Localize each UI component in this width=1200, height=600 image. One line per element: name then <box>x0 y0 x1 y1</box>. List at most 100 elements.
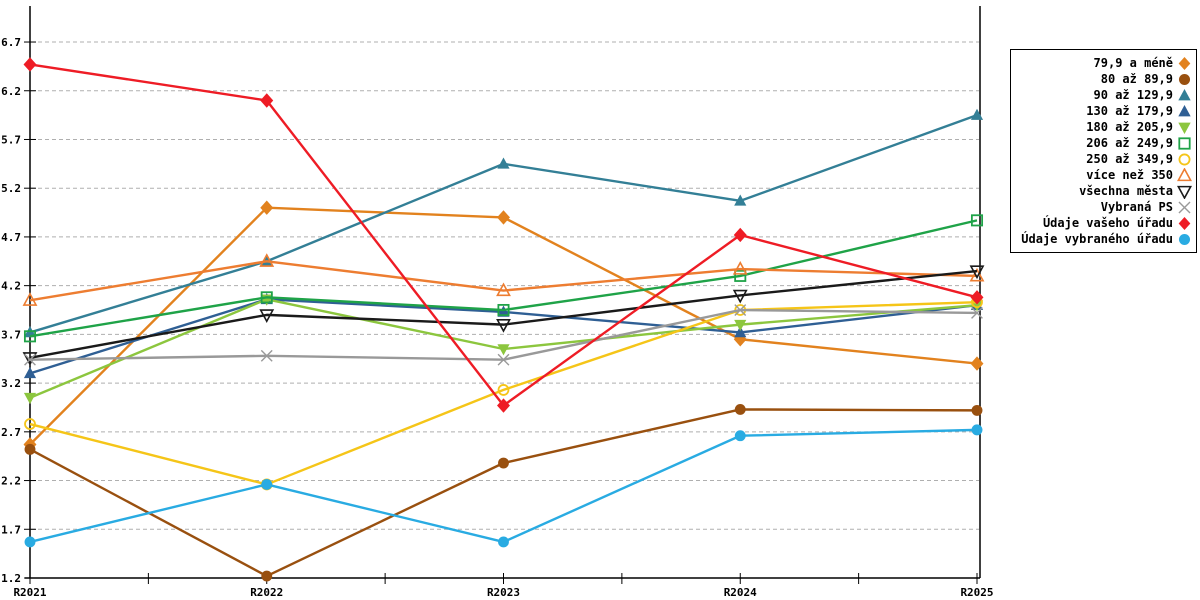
legend-item: Údaje vašeho úřadu <box>1015 215 1192 231</box>
y-tick-label: 1.2 <box>1 572 21 585</box>
square-open-icon <box>260 291 273 304</box>
legend-item: více než 350 <box>1015 167 1192 183</box>
triangle-up-filled-icon <box>497 157 510 169</box>
diamond-filled-icon <box>23 57 37 72</box>
triangle-up-filled-icon <box>970 108 984 120</box>
x-icon <box>24 353 36 366</box>
legend-item: 206 až 249,9 <box>1015 135 1192 151</box>
legend-label: 250 až 349,9 <box>1086 152 1173 166</box>
square-open-icon <box>497 303 510 317</box>
axes <box>24 6 981 584</box>
circle-open-icon <box>1178 153 1191 165</box>
axis-labels: 1.2 1.7 2.2 2.7 3.2 3.7 4.2 4.7 5.2 5.7 6.2 6.7 R202… <box>1 36 993 599</box>
circle-filled-icon <box>1178 233 1191 245</box>
circle-filled-icon <box>498 457 509 469</box>
triangle-up-open-icon <box>22 292 38 306</box>
triangle-up-filled-icon <box>1178 88 1191 100</box>
series <box>23 214 984 343</box>
series <box>24 403 983 582</box>
circle-filled-icon <box>971 424 983 436</box>
legend-label: více než 350 <box>1086 168 1173 182</box>
circle-filled-icon <box>734 403 746 415</box>
legend-item: 79,9 a méně <box>1015 55 1192 71</box>
y-tick-label: 4.2 <box>1 280 21 293</box>
legend-item: Údaje vybraného úřadu <box>1015 231 1192 247</box>
triangle-up-filled-icon <box>1178 104 1191 116</box>
line-chart: 1.2 1.7 2.2 2.7 3.2 3.7 4.2 4.7 5.2 5.7 6.2 6.7 R202… <box>1 6 994 599</box>
legend-label: Vybraná PS <box>1100 200 1173 214</box>
x-icon <box>497 353 510 366</box>
series-line <box>29 269 978 359</box>
circle-filled-icon <box>498 536 509 548</box>
legend-label: 79,9 a méně <box>1093 56 1173 70</box>
legend-label: 180 až 205,9 <box>1086 120 1173 134</box>
circle-filled-icon <box>24 443 36 455</box>
legend-item: 130 až 179,9 <box>1015 103 1192 119</box>
diamond-filled-icon <box>733 227 747 243</box>
y-tick-label: 5.7 <box>1 133 21 146</box>
legend-item: 250 až 349,9 <box>1015 151 1192 167</box>
circle-filled-icon <box>24 536 36 548</box>
x-icon <box>1178 200 1191 214</box>
circle-open-icon <box>24 418 36 430</box>
triangle-down-open-icon <box>259 309 275 323</box>
triangle-up-open-icon <box>732 261 748 275</box>
legend-label: všechna města <box>1079 184 1173 198</box>
y-tick-label: 4.7 <box>1 231 21 244</box>
diamond-filled-icon <box>497 210 510 225</box>
square-open-icon <box>970 214 984 227</box>
x-icon <box>260 349 273 362</box>
triangle-up-open-icon <box>496 282 511 297</box>
triangle-up-filled-icon <box>734 326 747 338</box>
triangle-down-filled-icon <box>497 344 510 356</box>
y-tick-label: 3.2 <box>1 377 21 390</box>
series-line <box>29 260 978 302</box>
triangle-up-open-icon <box>969 267 985 282</box>
circle-filled-icon <box>261 479 273 490</box>
diamond-filled-icon <box>970 356 984 371</box>
triangle-up-open-icon <box>259 253 275 267</box>
diamond-filled-icon <box>260 200 274 215</box>
y-tick-label: 5.2 <box>1 182 21 195</box>
x-tick-label: R2023 <box>487 586 520 599</box>
circle-open-icon <box>497 384 510 396</box>
diamond-filled-icon <box>1178 56 1191 70</box>
diamond-filled-icon <box>260 93 274 108</box>
legend-item: 180 až 205,9 <box>1015 119 1192 135</box>
y-tick-label: 6.7 <box>1 36 21 49</box>
legend-box: 79,9 a méně 80 až 89,9 90 až 129,9 130 až 1… <box>1010 49 1197 253</box>
triangle-up-open-icon <box>1177 167 1192 181</box>
legend-item: 90 až 129,9 <box>1015 87 1192 103</box>
circle-filled-icon <box>1178 73 1191 85</box>
x-tick-label: R2022 <box>250 586 283 599</box>
x-icon <box>971 307 983 319</box>
y-tick-label: 3.7 <box>1 328 21 341</box>
series <box>22 253 985 306</box>
legend-label: Údaje vašeho úřadu <box>1042 216 1173 230</box>
triangle-up-filled-icon <box>734 194 747 206</box>
triangle-down-filled-icon <box>1178 122 1191 134</box>
triangle-down-filled-icon <box>23 392 37 405</box>
legend-item: 80 až 89,9 <box>1015 71 1192 87</box>
diamond-filled-icon <box>1178 216 1191 230</box>
circle-filled-icon <box>734 430 746 442</box>
x-tick-label: R2024 <box>724 586 757 599</box>
legend-label: 90 až 129,9 <box>1093 88 1173 102</box>
triangle-down-open-icon <box>732 289 748 304</box>
x-tick-label: R2025 <box>960 586 993 599</box>
series <box>22 265 985 366</box>
series <box>23 57 984 413</box>
legend-item: Vybraná PS <box>1015 199 1192 215</box>
circle-filled-icon <box>971 404 983 416</box>
series <box>23 200 984 452</box>
diamond-filled-icon <box>497 398 510 413</box>
triangle-down-filled-icon <box>734 319 747 332</box>
square-open-icon <box>23 330 37 343</box>
series <box>24 424 983 548</box>
triangle-down-open-icon <box>1177 185 1192 199</box>
triangle-down-open-icon <box>969 265 985 280</box>
square-open-icon <box>734 269 747 282</box>
legend-item: všechna města <box>1015 183 1192 199</box>
y-tick-label: 1.7 <box>1 523 21 536</box>
series-line <box>29 301 978 486</box>
